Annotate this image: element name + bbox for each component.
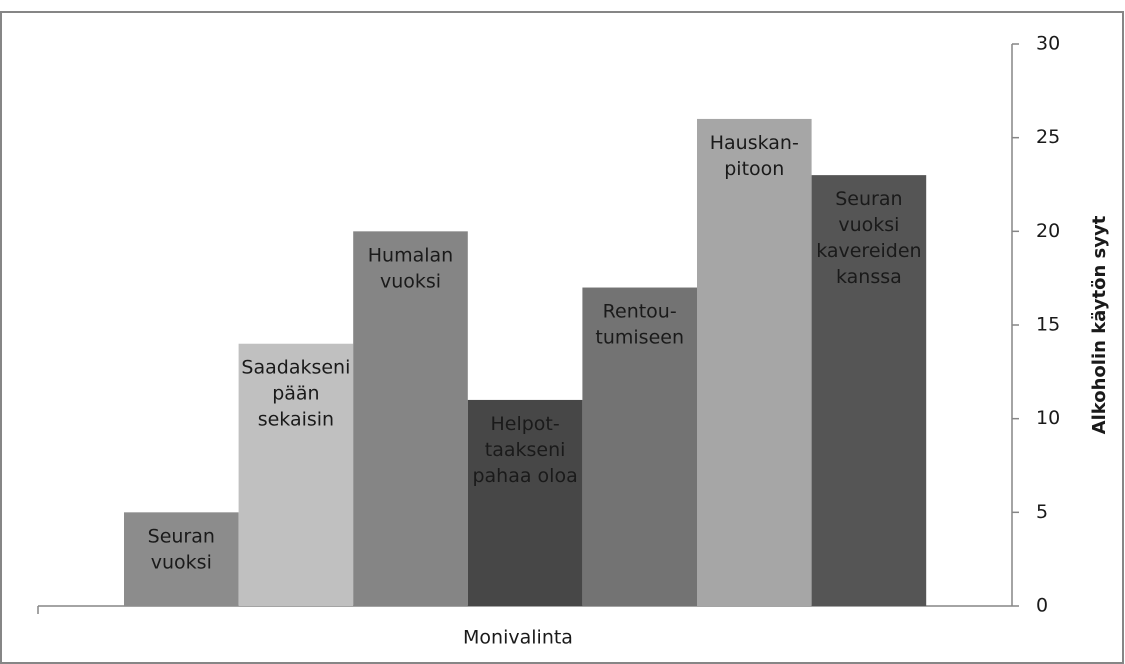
bar-label: Rentou-tumiseen	[595, 300, 684, 348]
bar-label: Hauskan-pitoon	[710, 131, 799, 179]
bar	[811, 175, 927, 606]
bar-label: Seuran vuoksi	[148, 525, 215, 573]
y-tick-label: 0	[1036, 595, 1048, 617]
bar	[238, 343, 354, 606]
bar-label: Humalan vuoksi	[368, 244, 453, 292]
bar	[697, 118, 812, 606]
y-tick-label: 20	[1036, 220, 1060, 242]
y-tick-label: 10	[1036, 407, 1060, 429]
bar	[582, 287, 697, 606]
y-axis-title: Alkoholin käytön syyt	[1089, 215, 1110, 434]
bar-label: Helpot-taakseni pahaa oloa	[472, 412, 577, 486]
y-tick-label: 30	[1036, 33, 1060, 55]
bar	[467, 399, 583, 606]
bar-label: Seuran vuoksi kavereiden kanssa	[816, 188, 921, 288]
bar	[353, 231, 468, 607]
bar-label: Saadakseni pään sekaisin	[241, 356, 350, 430]
y-tick-label: 15	[1036, 314, 1060, 336]
y-tick-label: 25	[1036, 126, 1060, 148]
bar	[124, 512, 239, 606]
y-tick-label: 5	[1036, 501, 1048, 523]
x-category-label: Monivalinta	[463, 627, 573, 649]
